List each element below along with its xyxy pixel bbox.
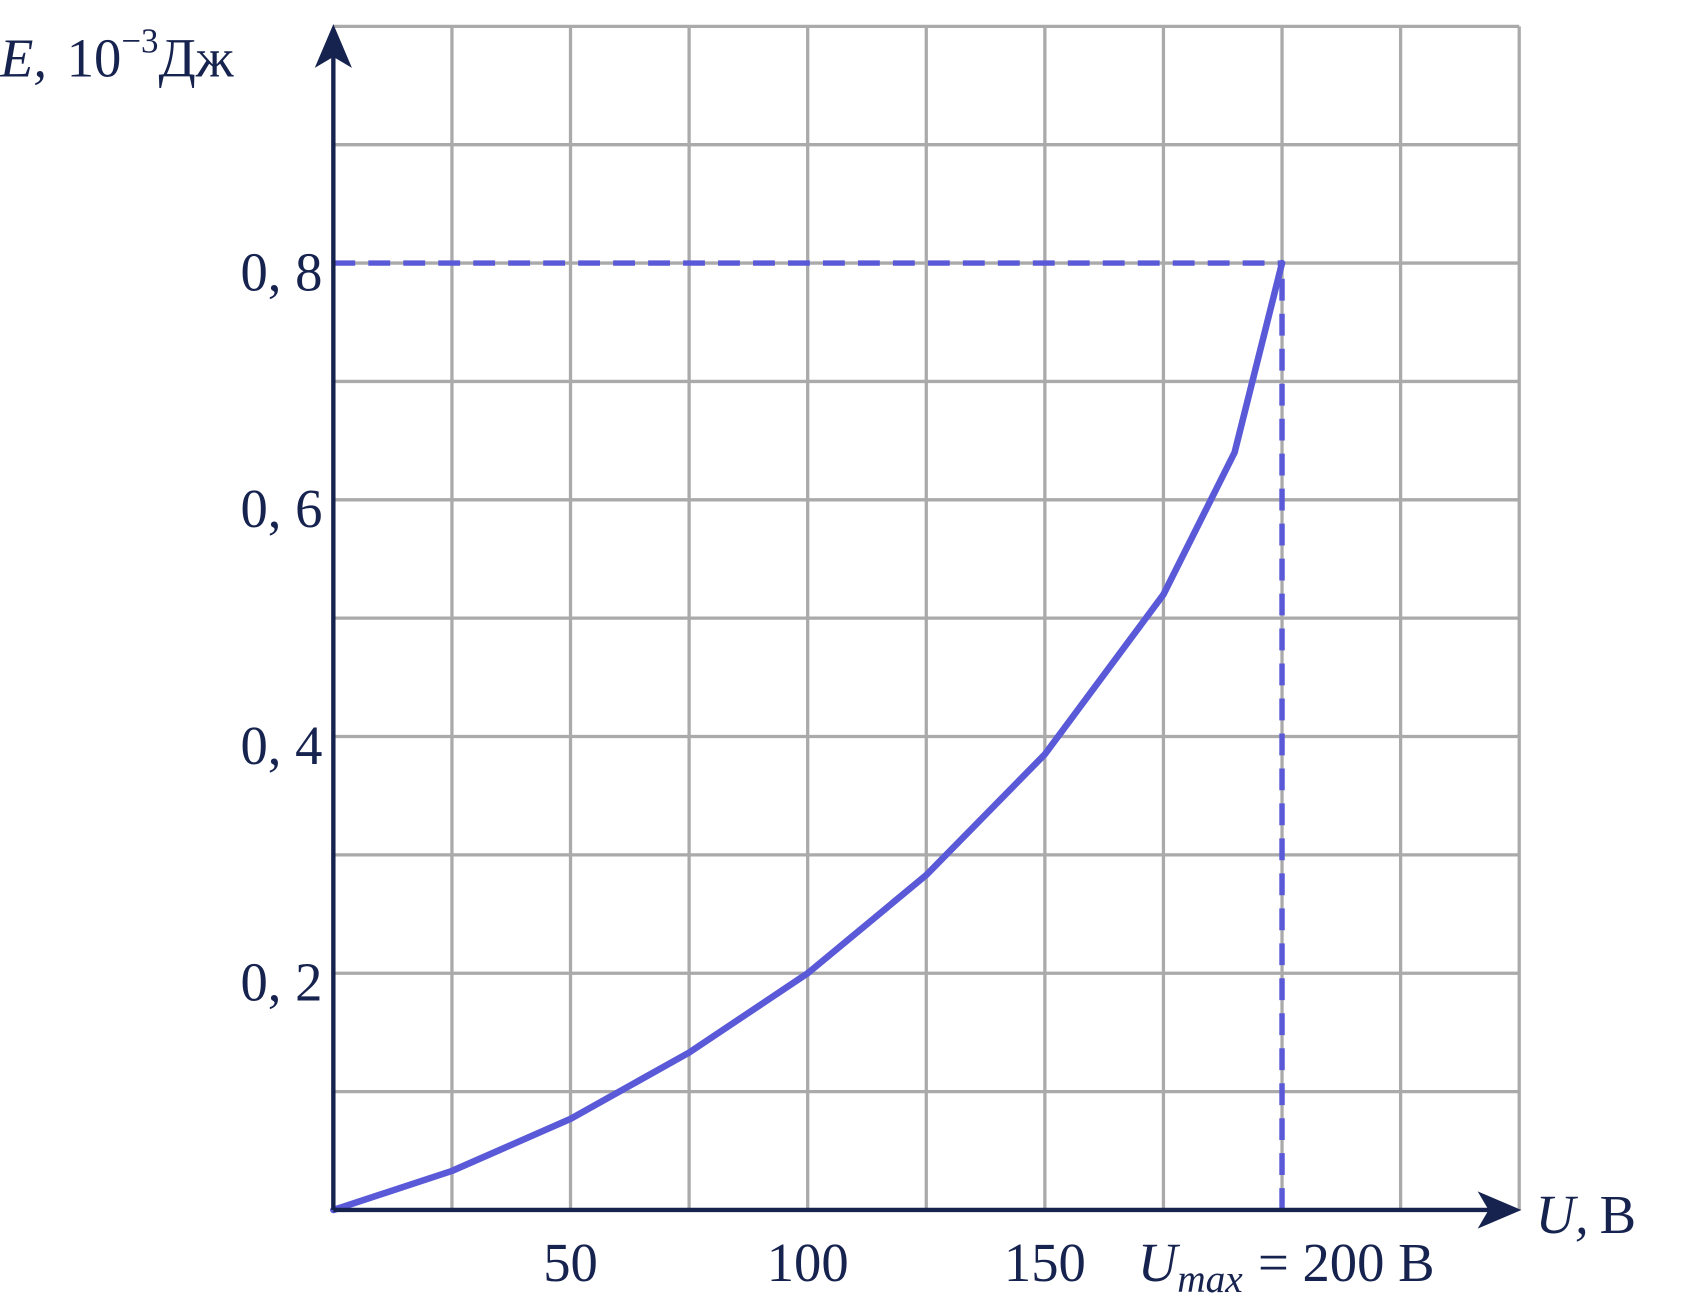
grid: [333, 24, 1521, 1210]
guides: [333, 260, 1285, 1210]
y-axis-arrow: [314, 24, 352, 68]
y-label-power: 10: [67, 28, 122, 89]
x-tick-label: 50: [543, 1232, 598, 1293]
y-tick-label: 0, 8: [240, 241, 322, 302]
x-axis-arrow: [1477, 1191, 1522, 1229]
x-tick-label: 150: [1004, 1232, 1086, 1293]
y-label-exponent: −3: [121, 22, 158, 61]
x-tick-subscript: max: [1177, 1257, 1243, 1301]
x-label-unit: В: [1600, 1184, 1636, 1245]
y-tick-label: 0, 4: [240, 715, 322, 776]
plot: [330, 259, 1286, 1214]
x-axis-label: U, В: [1536, 1184, 1636, 1245]
x-tick-label-text: = 200 В: [1258, 1232, 1435, 1293]
y-label-symbol: E,: [0, 28, 47, 89]
y-axis-label: E, 10−3Дж: [0, 22, 234, 89]
x-tick-prefix: U: [1138, 1232, 1181, 1293]
x-label-symbol: U,: [1536, 1184, 1589, 1245]
x-tick-label: 100: [767, 1232, 849, 1293]
line-series: [330, 259, 1286, 1214]
y-label-unit: Дж: [159, 28, 234, 89]
y-tick-label: 0, 2: [240, 952, 322, 1013]
x-tick-label: Umax = 200 В: [1138, 1232, 1435, 1301]
y-tick-label: 0, 6: [240, 478, 322, 539]
